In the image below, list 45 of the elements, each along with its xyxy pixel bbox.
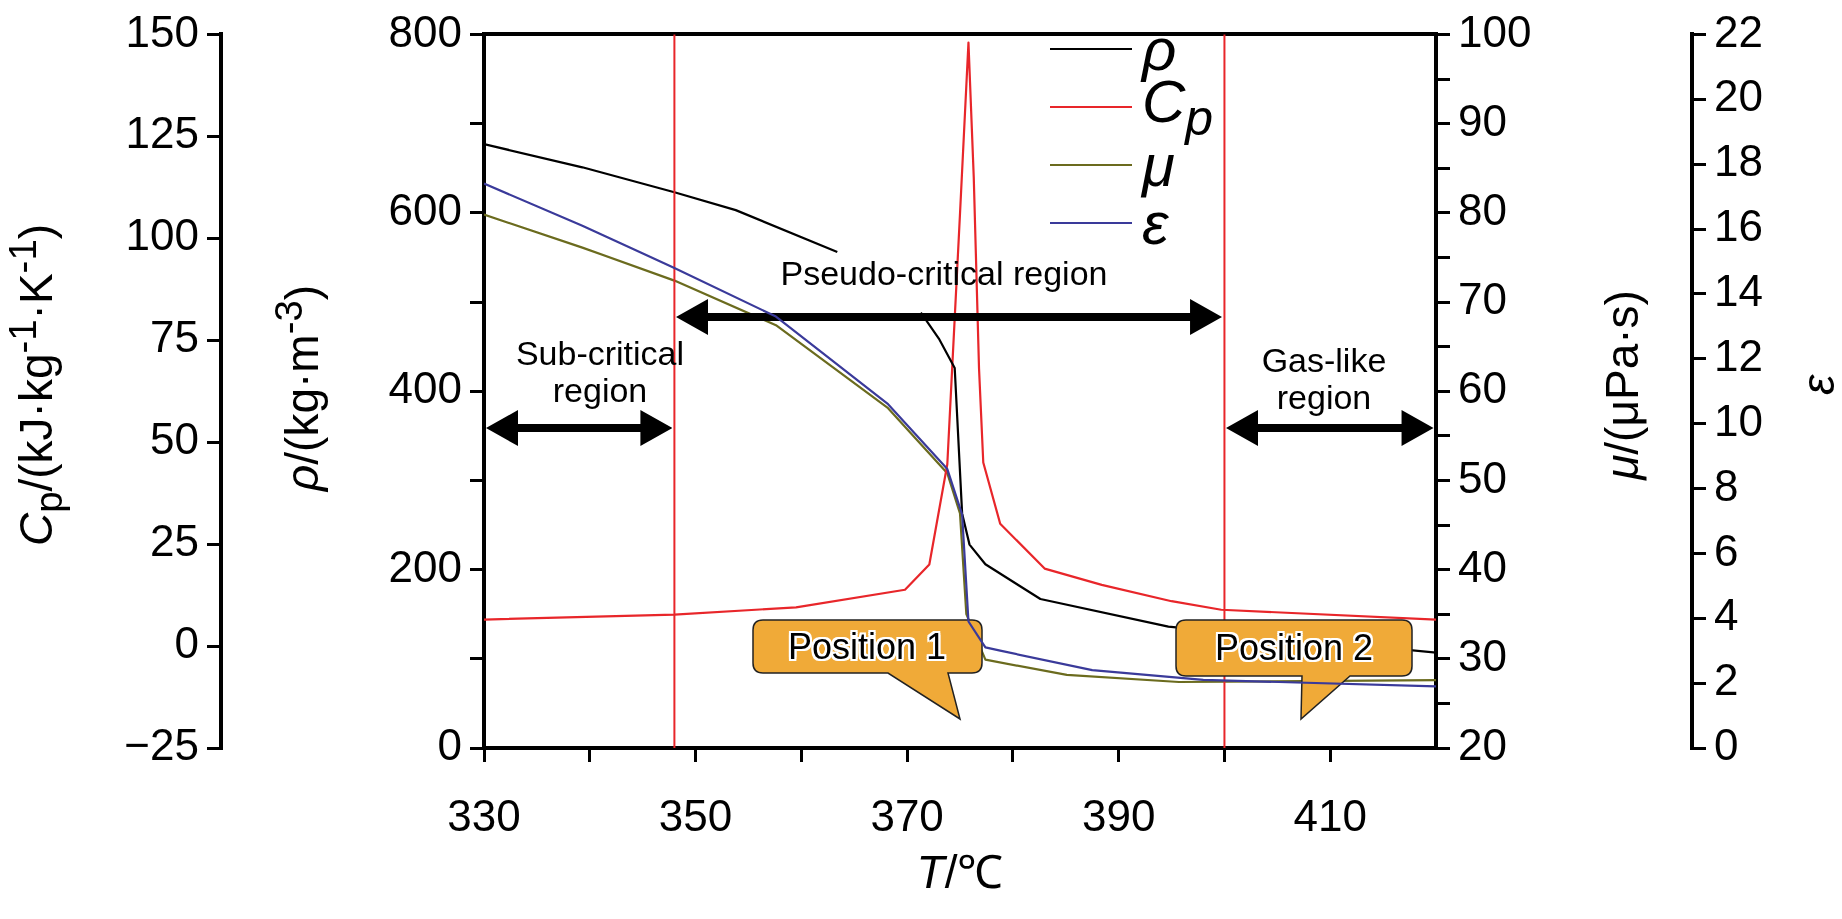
- y-tick-label: 10: [1714, 395, 1763, 445]
- y-tick-label: 4: [1714, 590, 1739, 640]
- x-axis-title: T/℃: [916, 845, 1004, 898]
- x-tick-label: 350: [658, 790, 733, 840]
- y3-axis-title: μ/(μPa·s): [1595, 290, 1649, 480]
- y-tick-label: 18: [1714, 136, 1763, 186]
- y3-tick-label: 70: [1458, 274, 1507, 324]
- annotation: Position 2: [1214, 627, 1374, 669]
- y-tick-label: 400: [388, 363, 462, 413]
- y-tick-label: 600: [388, 184, 462, 234]
- y3-tick-label: 30: [1458, 630, 1507, 680]
- y3-tick-label: 80: [1458, 184, 1507, 234]
- y-axis-title: ε: [1792, 374, 1842, 396]
- y-tick-label: 0: [437, 720, 462, 770]
- y2-tick-label: −25: [124, 720, 199, 770]
- y2-tick-label: 0: [174, 618, 199, 668]
- y2-tick-label: 50: [150, 414, 199, 464]
- y-tick-label: 14: [1714, 266, 1763, 316]
- y-tick-label: 8: [1714, 460, 1739, 510]
- y2-tick-label: 125: [125, 108, 199, 158]
- y3-tick-label: 20: [1458, 720, 1507, 770]
- x-tick-label: 370: [870, 790, 944, 840]
- y3-tick-label: 40: [1458, 541, 1507, 591]
- y2-tick-label: 75: [150, 312, 199, 362]
- y-tick-label: 12: [1714, 330, 1763, 380]
- annotation: Position 1: [787, 626, 947, 668]
- y-tick-label: 800: [388, 6, 462, 56]
- y3-tick-label: 60: [1458, 363, 1507, 413]
- y-tick-label: 22: [1714, 6, 1763, 56]
- x-tick-label: 330: [447, 790, 521, 840]
- y2-tick-label: 100: [125, 210, 199, 260]
- annotation: Gas-like region: [1260, 340, 1388, 417]
- y2-tick-label: 25: [150, 516, 199, 566]
- y-tick-label: 2: [1714, 655, 1739, 705]
- y-tick-label: 200: [388, 541, 462, 591]
- y3-tick-label: 50: [1458, 452, 1507, 502]
- y3-tick-label: 100: [1458, 6, 1532, 56]
- y-tick-label: 0: [1714, 720, 1739, 770]
- x-tick-label: 410: [1293, 790, 1367, 840]
- y-tick-label: 20: [1714, 71, 1763, 121]
- y-tick-label: 6: [1714, 525, 1739, 575]
- y-tick-label: 16: [1714, 201, 1763, 251]
- y3-tick-label: 90: [1458, 95, 1507, 145]
- y2-tick-label: 150: [125, 6, 199, 56]
- x-tick-label: 390: [1081, 790, 1156, 840]
